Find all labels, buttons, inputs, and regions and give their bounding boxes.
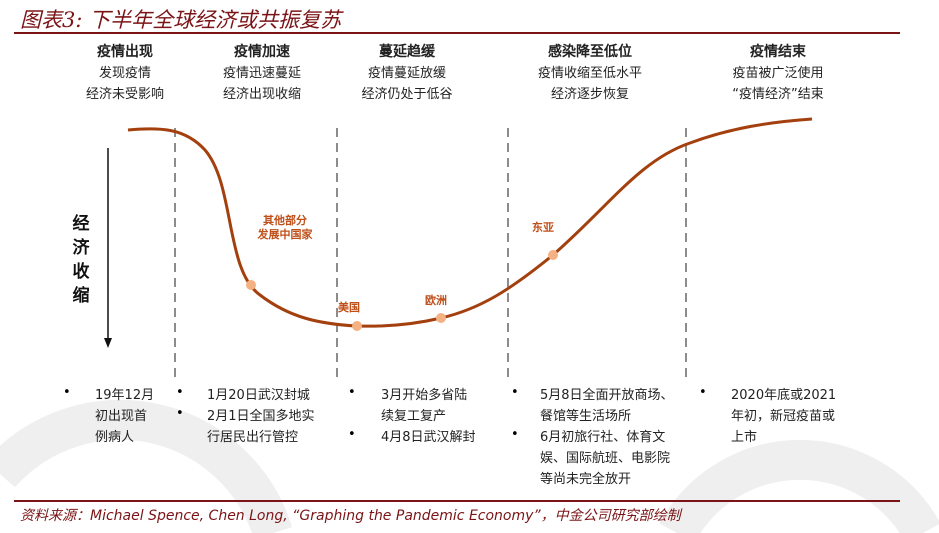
source-citation: Michael Spence, Chen Long, “Graphing the…: [90, 508, 555, 524]
phase-line: 疫苗被广泛使用: [732, 66, 824, 81]
phase-3: 蔓延趋缓疫情蔓延放缓 经济仍处于低谷: [322, 42, 492, 105]
event-line: 初出现首: [95, 409, 148, 424]
bullet: •: [511, 427, 519, 442]
event-line: 4月8日武汉解封: [381, 430, 476, 445]
phase-heading: 疫情结束: [750, 44, 806, 60]
phase-heading: 蔓延趋缓: [379, 44, 435, 60]
phase-5: 疫情结束疫苗被广泛使用 “疫情经济”结束: [693, 42, 863, 105]
event-line: 2020年底或2021: [731, 388, 837, 403]
event-line: 年初，新冠疫苗或: [731, 409, 836, 424]
bullet: •: [348, 385, 356, 400]
phase-4: 感染降至低位 疫情收缩至低水平 经济逐步恢复: [505, 42, 675, 105]
phase-heading: 疫情出现: [97, 44, 153, 60]
phase-line: 发现疫情: [98, 66, 151, 81]
label-europe: 欧洲: [425, 294, 447, 307]
top-rule: [14, 32, 900, 34]
economy-curve: [127, 117, 813, 328]
point-developing: [246, 280, 256, 290]
event-line: 1月20日武汉封城: [207, 388, 310, 403]
event-line: 餐馆等生活场所: [540, 409, 632, 424]
event-line: 2月1日全国多地实: [207, 409, 315, 424]
phase-line: 经济未受影响: [85, 87, 164, 102]
label-developing: 其他部分 发展中国家: [245, 214, 325, 242]
phase-line: 经济逐步恢复: [550, 87, 629, 102]
event-line: 19年12月: [95, 388, 155, 403]
event-line: 续复工复产: [381, 409, 447, 424]
event-line: 3月开始多省陆: [381, 388, 468, 403]
phase-line: 经济仍处于低谷: [361, 87, 453, 102]
label-line: 其他部分: [263, 214, 307, 227]
bottom-rule: [14, 500, 900, 502]
y-char: 经: [72, 214, 90, 234]
y-char: 缩: [72, 286, 90, 306]
watermark-arc: [659, 439, 939, 533]
phase-line: 疫情收缩至低水平: [537, 66, 642, 81]
bullet: •: [699, 385, 707, 400]
bullet: •: [511, 385, 519, 400]
event-line: 例病人: [95, 430, 135, 445]
event-line: 5月8日全面开放商场、: [540, 388, 674, 403]
point-east-asia: [548, 250, 558, 260]
phase-heading: 感染降至低位: [548, 44, 632, 60]
y-axis-label: 经济收缩: [68, 212, 94, 308]
event-line: 上市: [731, 430, 758, 445]
figure-title: 图表3: 下半年全球经济或共振复苏: [20, 8, 342, 32]
phase-1: 疫情出现发现疫情经济未受影响: [40, 42, 210, 105]
label-east-asia: 东亚: [532, 221, 554, 234]
bullet: •: [176, 385, 184, 400]
source-prefix: 资料来源：: [20, 508, 90, 524]
event-line: 6月初旅行社、体育文: [540, 430, 666, 445]
phase-2: 疫情加速疫情迅速蔓延 经济出现收缩: [177, 42, 347, 105]
phase-line: 疫情蔓延放缓: [367, 66, 446, 81]
label-line: 发展中国家: [257, 228, 313, 241]
point-europe: [436, 313, 446, 323]
y-char: 济: [72, 238, 90, 258]
y-char: 收: [72, 262, 90, 282]
arrow-head-icon: [104, 338, 112, 348]
point-us: [352, 321, 362, 331]
bullet: •: [176, 406, 184, 421]
source-suffix: 中金公司研究部绘制: [554, 508, 681, 524]
event-line: 娱、国际航班、电影院: [540, 451, 671, 466]
event-line: 等尚未完全放开: [540, 472, 632, 487]
phase-heading: 疫情加速: [234, 44, 290, 60]
phase-line: 经济出现收缩: [222, 87, 301, 102]
source-note: 资料来源：Michael Spence, Chen Long, “Graphin…: [20, 505, 681, 525]
watermark-arc: [0, 400, 293, 533]
label-us: 美国: [338, 301, 360, 314]
phase-line: 疫情迅速蔓延: [222, 66, 301, 81]
bullet: •: [348, 427, 356, 442]
phase-line: “疫情经济”结束: [732, 87, 824, 102]
watermark-logo: [0, 400, 939, 533]
event-line: 行居民出行管控: [207, 430, 299, 445]
bullet: •: [63, 385, 71, 400]
